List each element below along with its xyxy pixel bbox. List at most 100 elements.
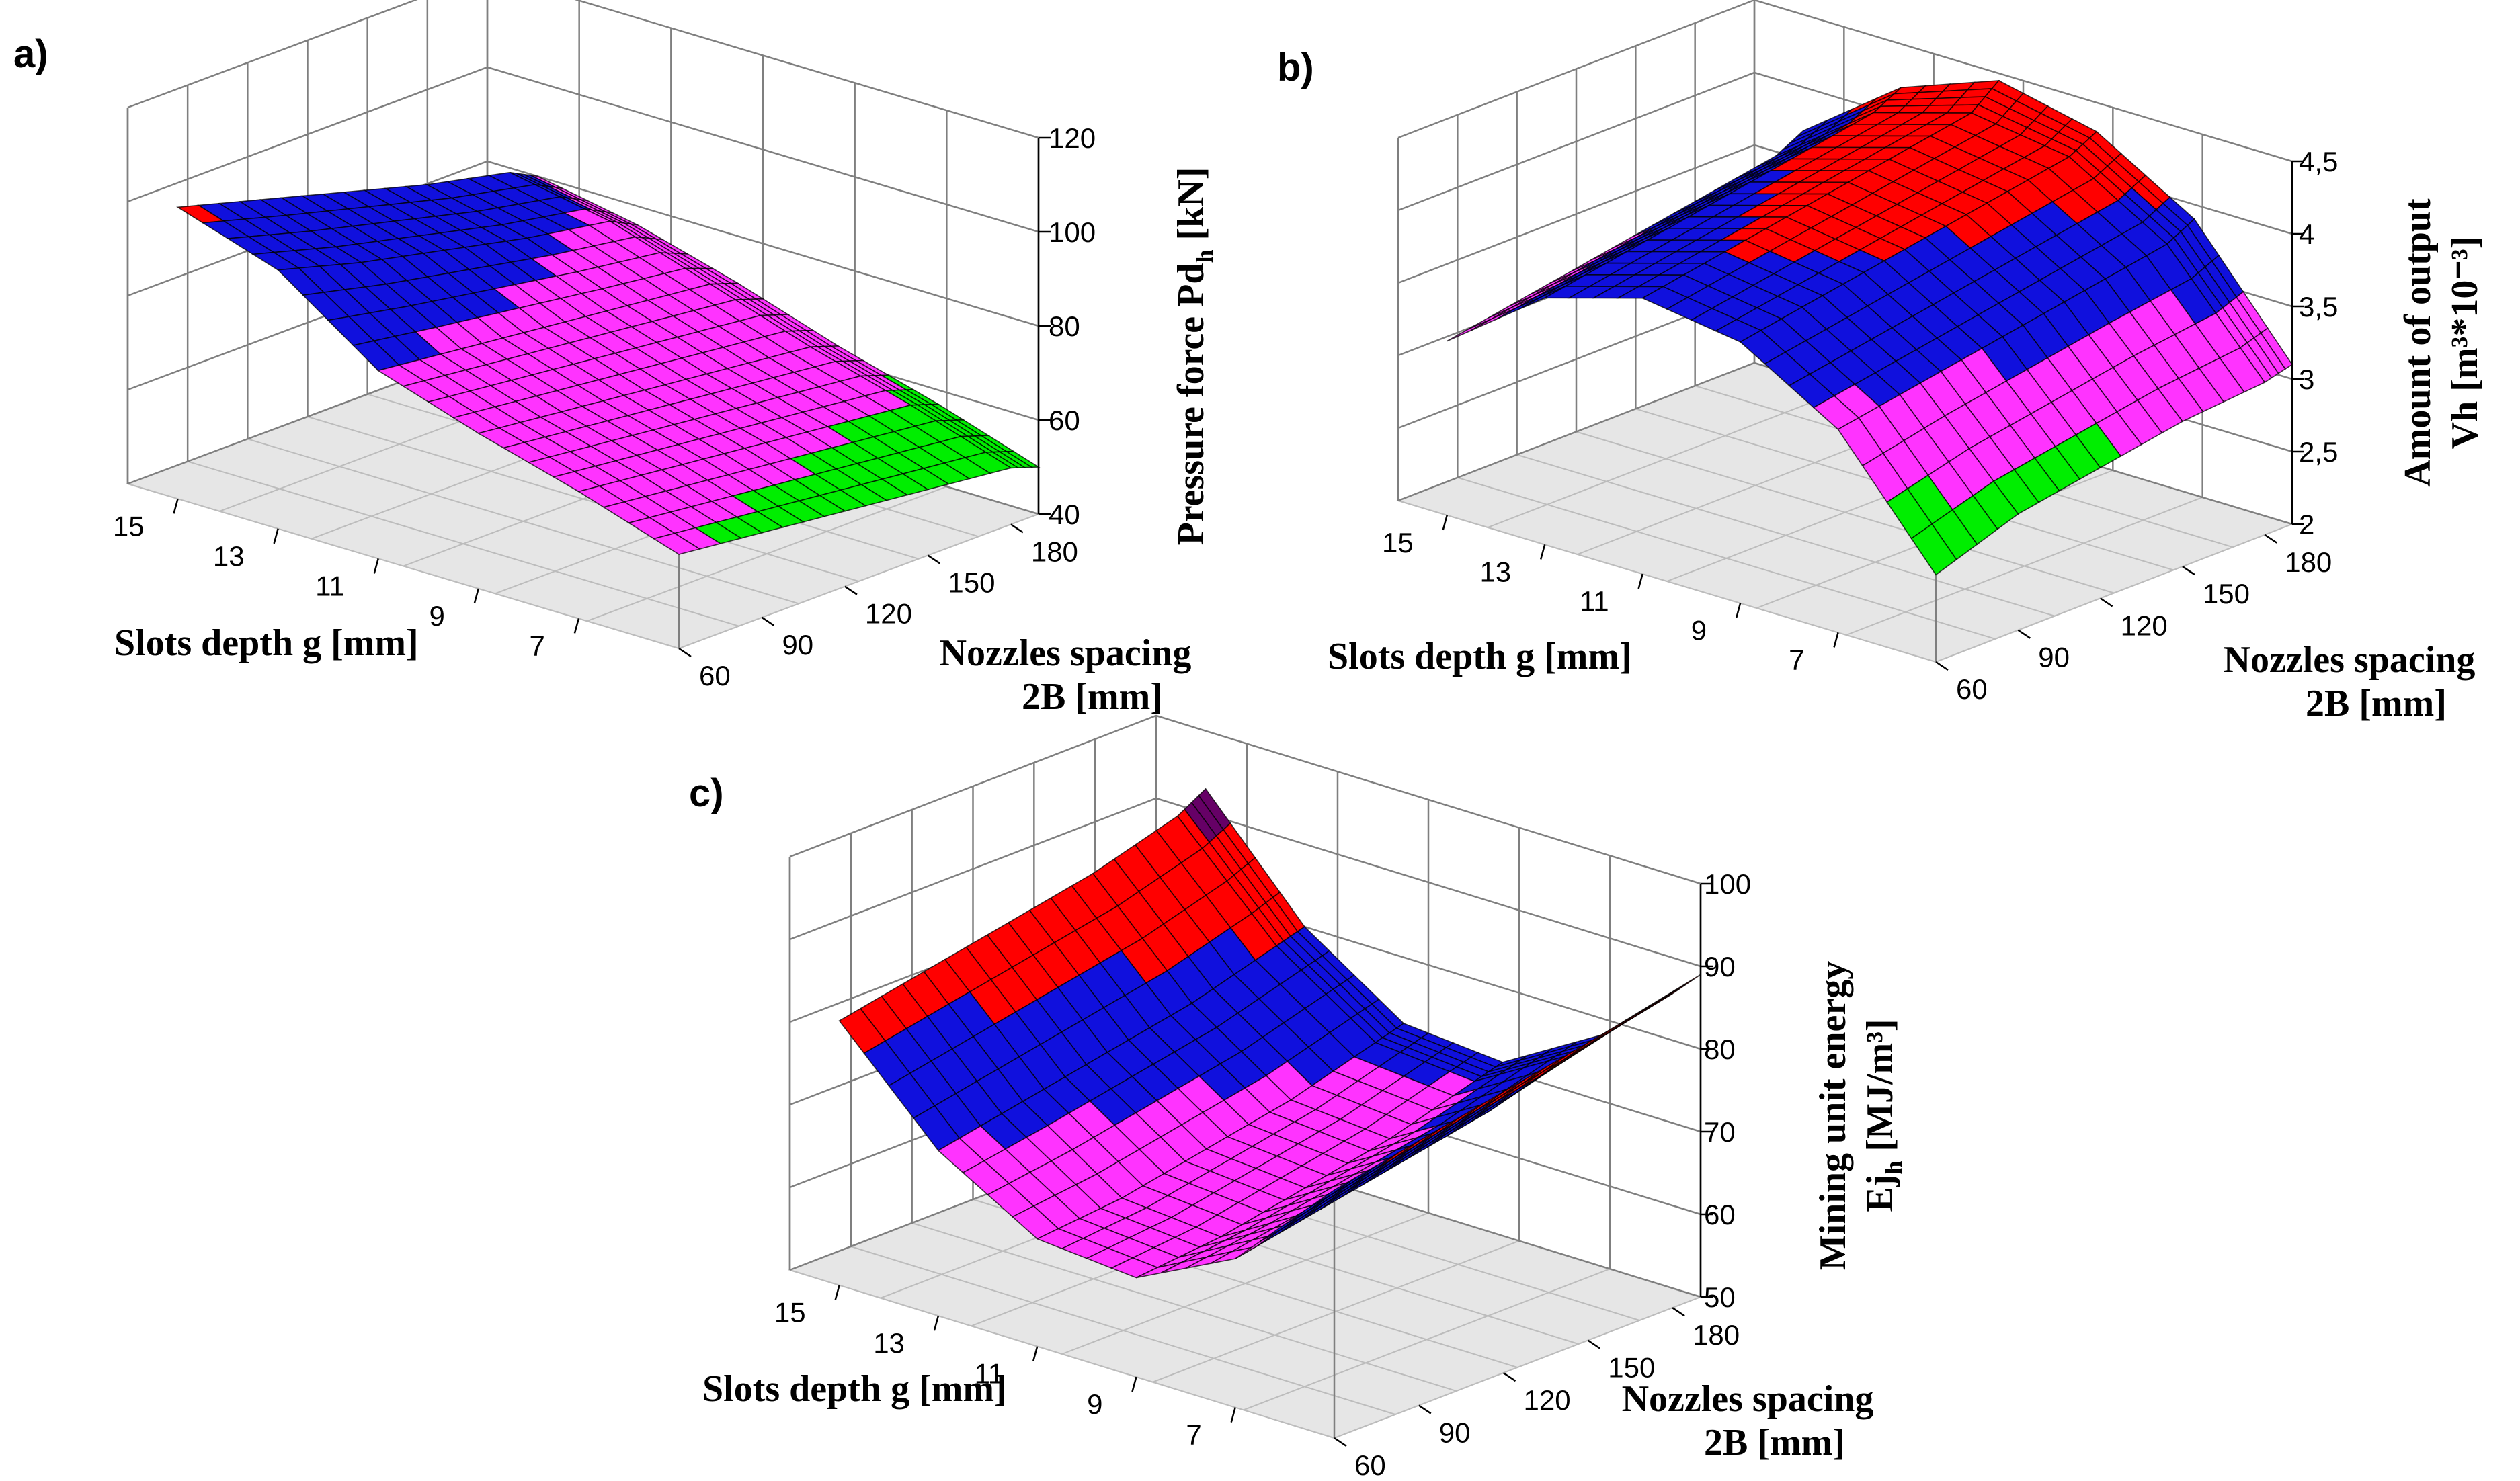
z-tick-label: 4,5 [2299,146,2338,177]
y-axis-label-line-2: 2B [mm] [1022,676,1163,718]
z-axis-ticks: 40 60 80 100 120 [1037,122,1096,530]
z-axis-label: Pressure force Pdh [kN] [1170,167,1218,546]
z-label-main: Ej [1859,1175,1901,1212]
surface-mesh [838,788,1701,1279]
z-label-subscript: h [1191,249,1218,263]
y-tick-mark [1418,1404,1432,1414]
z-tick-label: 100 [1704,868,1751,900]
x-tick-mark [1833,632,1839,648]
x-tick-mark [573,618,580,634]
z-tick-label: 40 [1049,499,1080,530]
z-axis-label-line-1: Pressure force Pdh [kN] [1170,167,1218,546]
x-tick-label: 11 [315,570,345,601]
y-axis-ticks: 60 90 120 150 180 [678,523,1078,691]
y-tick-label: 60 [1354,1449,1386,1481]
z-tick-label: 3,5 [2299,291,2338,323]
z-tick-label: 80 [1049,310,1080,342]
y-tick-label: 120 [865,598,912,630]
y-tick-mark [1587,1339,1601,1349]
surface-cell [652,532,701,555]
y-tick-label: 90 [2038,642,2070,673]
y-tick-label: 150 [1608,1352,1655,1384]
x-tick-mark [1230,1407,1236,1423]
z-tick-label: 60 [1049,405,1080,436]
z-axis-ticks: 2 2,5 3 3,5 4 4,5 [2291,146,2338,540]
floor-gridline [127,483,680,649]
y-tick-label: 90 [782,629,813,661]
floor-gridline [1516,454,2055,617]
x-tick-mark [173,498,179,514]
panel-a-pressure-force-chart: a) 15 13 11 9 7 60 90 120 150 180 40 60 80 100 120 Slots… [13,0,1218,718]
z-label-subscript: h [1880,1161,1907,1175]
panel-label: a) [13,32,48,76]
z-tick-label: 2,5 [2299,436,2338,468]
x-tick-label: 7 [530,630,545,661]
y-tick-label: 60 [1956,673,1988,705]
floor-gridline [850,1246,1396,1415]
x-axis-label: Slots depth g [mm] [114,622,419,664]
panel-b-amount-of-output-chart: b) 15 13 11 9 7 60 90 120 150 180 2 2,5 3 3,5 4 4,5 Slots… [1277,0,2486,724]
x-tick-label: 13 [873,1327,905,1359]
y-tick-mark [678,647,692,658]
z-axis-label-line-1: Amount of output [2397,198,2439,487]
z-tick-label: 3 [2299,364,2314,395]
z-label-unit: [MJ/m³] [1859,1019,1901,1160]
z-label-unit: [kN] [1170,167,1212,250]
wall-gridline [127,0,1039,139]
y-tick-label: 60 [699,660,731,691]
x-tick-label: 7 [1789,644,1804,675]
y-tick-label: 150 [948,567,995,599]
x-tick-label: 11 [1580,585,1609,617]
surface-mesh [1447,79,2293,576]
floor-gridline [1397,500,1937,663]
floor-gridline [247,438,799,605]
y-tick-mark [1502,1372,1516,1382]
z-axis-label-line-1: Mining unit energy [1812,961,1854,1270]
y-axis-label-line-1: Nozzles spacing [2224,639,2476,681]
x-tick-label: 15 [113,510,145,542]
surface-cell [1910,523,1957,576]
y-axis-label-line-2: 2B [mm] [1704,1422,1845,1464]
y-axis-label-line-1: Nozzles spacing [1622,1378,1874,1420]
floor-gridline [1457,476,1996,640]
y-tick-mark [1334,1437,1347,1447]
z-axis-ticks: 50 60 70 80 90 100 [1699,868,1751,1313]
floor-gridline [1576,431,2115,594]
x-tick-label: 9 [429,600,444,632]
z-label-main: Vh [m³*10⁻³] [2444,237,2486,450]
y-tick-mark [2264,534,2277,544]
x-tick-label: 9 [1691,615,1707,646]
z-tick-label: 100 [1049,216,1096,248]
x-tick-label: 15 [1382,527,1414,558]
y-tick-mark [761,616,775,626]
y-tick-label: 120 [2121,609,2168,641]
x-tick-label: 7 [1186,1419,1201,1451]
z-tick-label: 2 [2299,509,2314,540]
x-axis-ticks: 15 13 11 9 7 [1382,515,1839,675]
z-tick-label: 4 [2299,218,2314,250]
y-tick-mark [1010,523,1024,534]
x-tick-mark [1032,1346,1039,1361]
x-tick-mark [1442,515,1448,531]
floor-gridline [187,460,739,627]
surface-cell [1309,1177,1356,1208]
y-tick-label: 120 [1524,1384,1571,1416]
x-tick-mark [273,528,279,544]
floor-gridline [911,1222,1457,1392]
z-tick-label: 60 [1704,1199,1736,1230]
x-tick-mark [1131,1376,1137,1392]
y-tick-mark [2017,629,2031,639]
x-tick-mark [834,1285,840,1301]
y-tick-label: 180 [1693,1319,1740,1351]
z-axis-label: Amount of output Vh [m³*10⁻³] [2397,198,2486,487]
y-tick-label: 180 [2285,546,2332,578]
floor-gridline [789,1269,1335,1439]
y-tick-mark [1935,661,1949,671]
y-tick-label: 90 [1439,1417,1471,1449]
x-tick-label: 15 [774,1297,806,1328]
z-tick-label: 50 [1704,1281,1736,1313]
x-tick-mark [373,558,379,574]
y-tick-mark [844,585,858,595]
z-label-main: Pressure force Pd [1170,263,1212,546]
